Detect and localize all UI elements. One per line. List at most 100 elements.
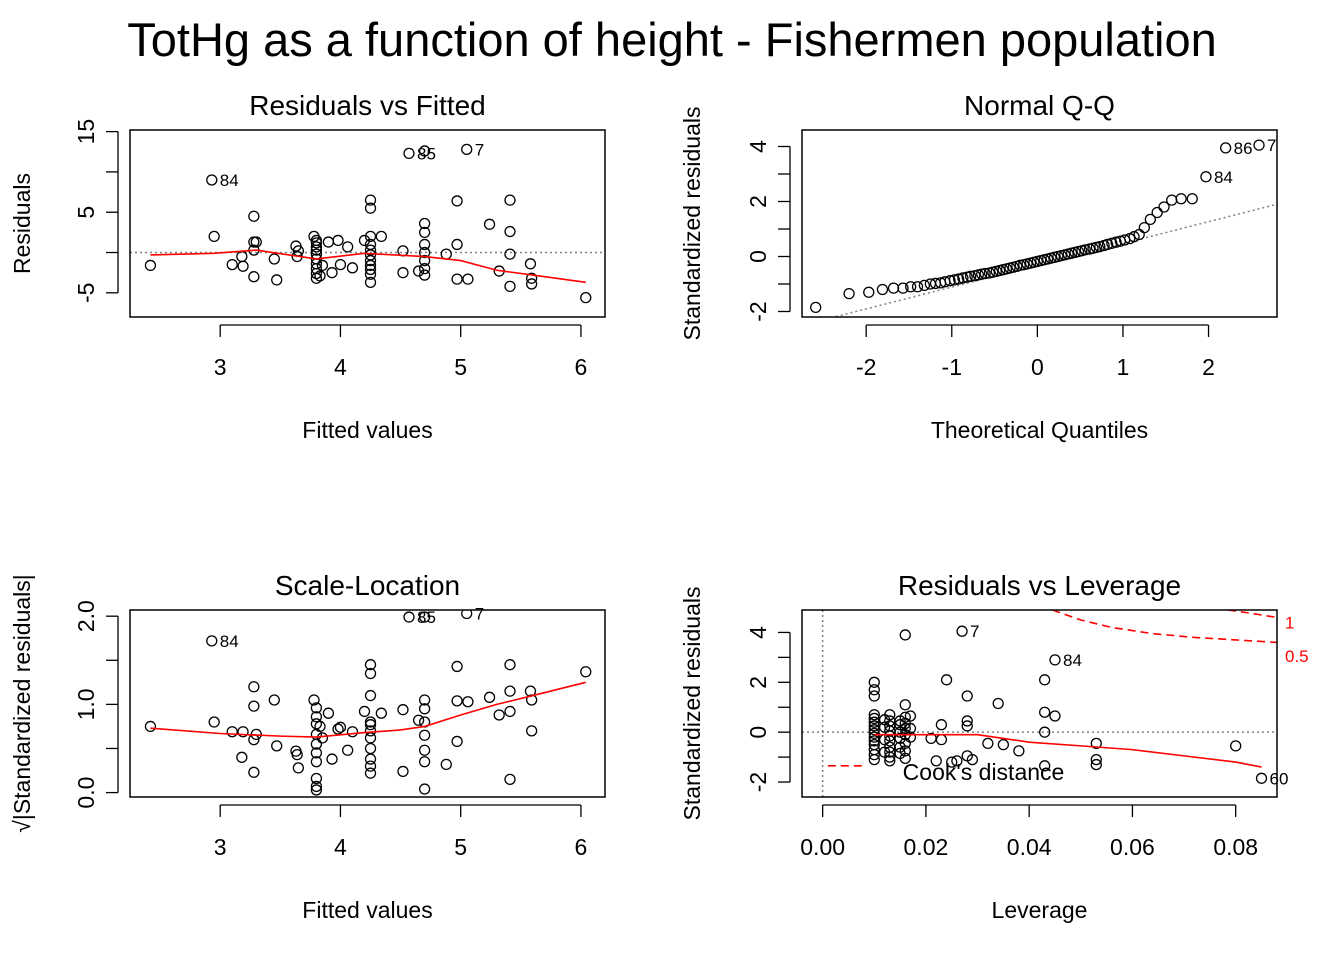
data-point [451,238,463,251]
data-point [358,705,371,718]
x-axis-label: Leverage [992,897,1088,923]
data-point [946,756,958,768]
data-point [418,694,431,706]
data-point [451,273,463,285]
data-point [930,755,942,767]
data-point [948,274,960,286]
data-point [1138,221,1150,234]
data-point [364,194,377,206]
data-point [208,230,220,243]
data-point [462,696,474,708]
data-point [525,272,538,284]
data-point [1200,171,1212,183]
y-tick-label: 0 [745,250,771,263]
data-point [940,674,953,686]
data-point [364,753,377,765]
point-label: 84 [220,632,239,651]
plot-frame [801,129,1278,318]
point-label: 86 [1234,139,1253,158]
x-tick-label: 3 [214,354,227,380]
y-axis-label: Standardized residuals [679,587,705,821]
data-point [326,267,338,279]
panel-4: 7 84 60 Cook's distance 1 0.5 0.00 0.02 0.04 0.06… [679,570,1309,923]
x-tick-label: 0.08 [1213,834,1258,860]
y-tick-label: 5 [73,206,99,219]
data-point [810,301,822,314]
data-point [1151,206,1163,219]
data-point [904,710,917,722]
data-point [868,727,880,740]
x-tick-label: 5 [454,834,467,860]
plot-area [130,143,605,304]
data-point [504,685,516,697]
data-point [918,279,931,292]
cook-level-label: 0.5 [1285,647,1309,666]
data-point [364,230,377,243]
data-point [897,282,909,294]
data-point [268,694,280,706]
x-tick-label: 6 [575,354,588,380]
data-point [237,726,249,738]
data-point [1090,737,1102,750]
data-point [418,226,431,239]
data-point [1039,760,1051,772]
data-point [944,275,956,287]
data-point [997,738,1010,751]
data-point [1090,758,1102,771]
point-label: 84 [1063,651,1082,670]
data-point [899,752,911,765]
data-point [863,286,875,298]
y-axis-label: Residuals [9,173,35,274]
data-point [208,716,220,728]
data-point [144,720,157,733]
data-point [412,265,425,277]
point-label: 60 [1270,769,1289,788]
data-point [979,267,991,280]
data-point [451,660,463,673]
data-point [248,766,260,778]
data-point [440,758,452,771]
y-axis-label: Standardized residuals [679,107,705,341]
point-label: 7 [1267,136,1276,155]
data-point [911,281,924,293]
data-point [346,262,359,274]
data-point [525,725,538,737]
data-point [271,274,283,286]
cook-distance-legend: Cook's distance [903,759,1065,785]
x-tick-label: 0.02 [904,834,949,860]
data-point [418,783,431,795]
data-point [418,262,431,275]
data-point [451,735,463,748]
data-point [525,278,538,290]
data-point [1101,238,1114,251]
data-point [884,730,896,742]
data-point [310,756,323,768]
x-tick-label: 6 [575,834,588,860]
data-point [868,748,880,761]
data-point [418,246,431,259]
data-point [1039,726,1051,738]
data-point [462,273,474,285]
data-point [1253,139,1265,151]
data-point [904,731,917,743]
y-tick-label: 2 [745,676,771,689]
data-point [364,719,377,731]
data-point [364,202,377,214]
panel-1: 84 85 7 3 4 5 6 -5 5 15 Residuals vs Fitted Fitted … [9,90,606,443]
data-point [342,241,354,253]
data-point [957,272,969,284]
data-point [1110,236,1122,248]
main-title: TotHg as a function of height - Fisherme… [127,13,1217,66]
data-point [1230,740,1242,752]
x-axis-label: Fitted values [302,417,432,443]
data-point [364,667,377,680]
data-point [884,755,896,767]
data-point [899,629,911,641]
data-point [375,230,387,243]
plot-area [810,139,1277,317]
data-point [1013,745,1025,757]
data-point [1090,753,1102,766]
data-point [461,610,473,620]
data-point [403,147,415,160]
